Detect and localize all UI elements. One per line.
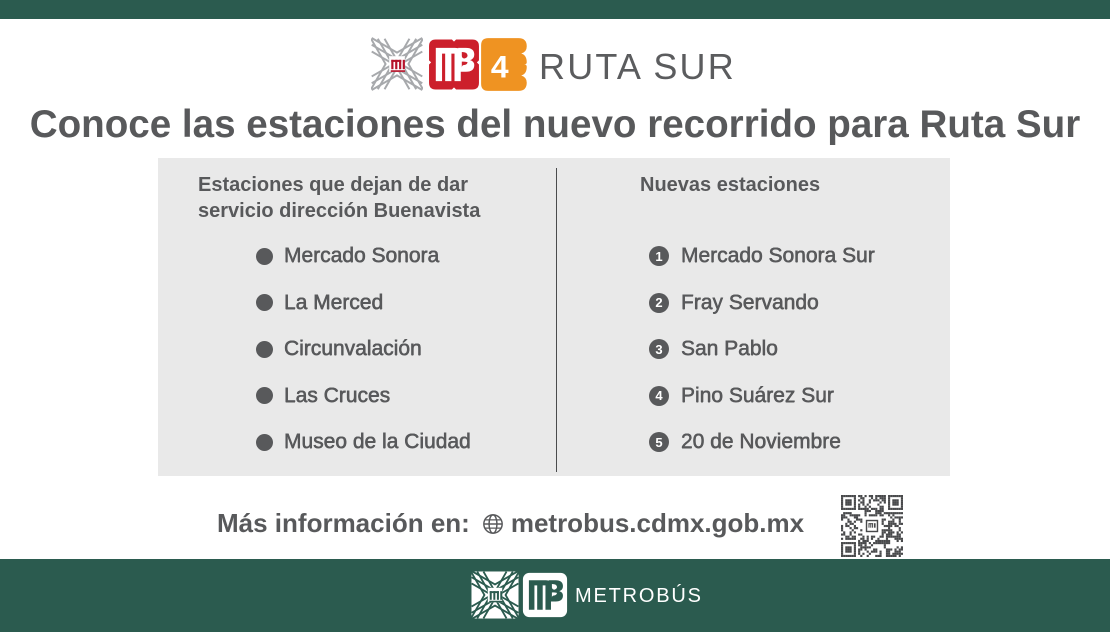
svg-text:4: 4 bbox=[491, 49, 509, 85]
